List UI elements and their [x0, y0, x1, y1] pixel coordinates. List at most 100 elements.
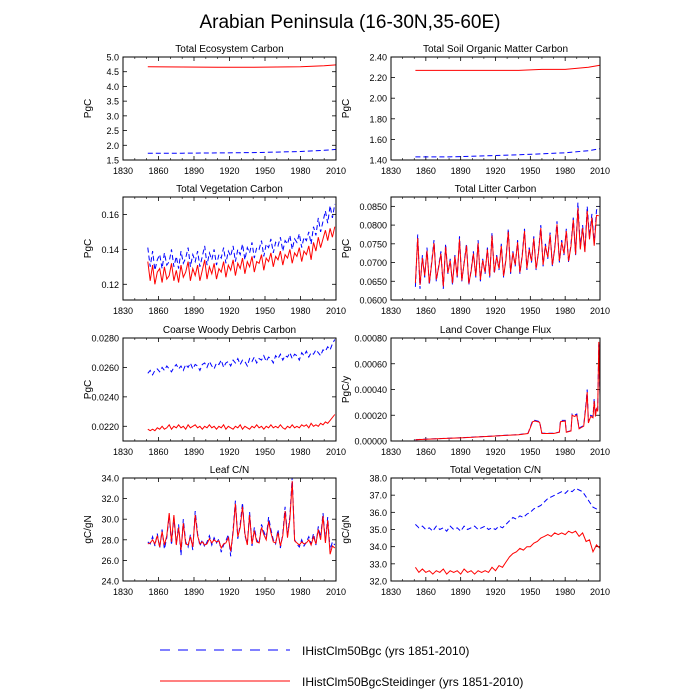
y-tick-label: 0.0220: [91, 422, 119, 432]
y-axis-label: PgC/y: [341, 376, 352, 403]
y-tick-label: 0.00000: [354, 437, 387, 447]
x-tick-label: 1920: [485, 306, 505, 316]
x-tick-label: 1950: [520, 166, 540, 176]
y-tick-label: 0.14: [101, 245, 119, 255]
plot-frame: [122, 56, 337, 161]
x-tick-label: 1920: [485, 166, 505, 176]
x-tick-label: 2010: [326, 587, 346, 597]
x-tick-label: 1890: [184, 447, 204, 457]
x-tick-label: 1980: [290, 447, 310, 457]
y-tick-label: 1.40: [369, 156, 387, 166]
y-tick-label: 2.20: [369, 73, 387, 83]
x-tick-label: 1980: [555, 587, 575, 597]
series-line-ihistclm50bgcsteidinger: [414, 208, 599, 287]
y-tick-label: 2.00: [369, 94, 387, 104]
x-tick-label: 1890: [451, 587, 471, 597]
y-tick-label: 0.0650: [359, 277, 387, 287]
series-line-ihistclm50bgc: [147, 148, 336, 154]
x-tick-label: 1890: [184, 587, 204, 597]
x-tick-label: 1830: [381, 166, 401, 176]
x-tick-label: 1980: [555, 447, 575, 457]
y-axis-label: PgC: [83, 380, 94, 399]
x-tick-label: 1860: [416, 166, 436, 176]
y-tick-label: 0.00020: [354, 411, 387, 421]
x-tick-label: 1920: [219, 306, 239, 316]
x-tick-label: 1830: [381, 447, 401, 457]
y-tick-label: 32.0: [101, 494, 119, 504]
panel-title: Land Cover Change Flux: [440, 325, 551, 336]
series-line-ihistclm50bgc: [147, 203, 336, 271]
y-tick-label: 3.0: [106, 111, 119, 121]
y-tick-label: 4.5: [106, 67, 119, 77]
x-tick-label: 1920: [485, 447, 505, 457]
x-tick-label: 1950: [520, 447, 540, 457]
series-line-ihistclm50bgcsteidinger: [147, 481, 336, 555]
y-tick-label: 0.12: [101, 280, 119, 290]
panel-title: Total Vegetation C/N: [450, 465, 541, 476]
legend-label-bgc: IHistClm50Bgc (yrs 1851-2010): [302, 644, 469, 658]
panels-grid: Total Ecosystem Carbon PgC 1830 1860 1890 192…: [83, 44, 610, 597]
y-tick-label: 0.0750: [359, 239, 387, 249]
x-tick-label: 1950: [255, 447, 275, 457]
y-axis-label: gC/gN: [341, 515, 352, 543]
series-line-ihistclm50bgcsteidinger: [415, 64, 600, 71]
y-tick-label: 38.0: [369, 474, 387, 484]
x-tick-label: 2010: [590, 587, 610, 597]
y-tick-label: 0.0850: [359, 202, 387, 212]
x-tick-label: 1830: [113, 447, 133, 457]
x-tick-label: 2010: [590, 306, 610, 316]
x-tick-label: 1890: [451, 306, 471, 316]
x-tick-label: 1950: [520, 587, 540, 597]
x-tick-label: 2010: [326, 447, 346, 457]
x-tick-label: 2010: [326, 306, 346, 316]
y-tick-label: 5.0: [106, 53, 119, 63]
y-tick-label: 37.0: [369, 491, 387, 501]
y-axis-label: PgC: [83, 99, 94, 118]
y-tick-label: 30.0: [101, 515, 119, 525]
y-tick-label: 2.5: [106, 126, 119, 136]
plot-frame: [122, 196, 337, 301]
x-tick-label: 1860: [148, 166, 168, 176]
panel-title: Total Ecosystem Carbon: [175, 44, 283, 55]
y-tick-label: 28.0: [101, 535, 119, 545]
y-tick-label: 0.0260: [91, 363, 119, 373]
y-tick-label: 2.40: [369, 53, 387, 63]
x-tick-label: 1860: [416, 587, 436, 597]
x-tick-label: 1950: [255, 166, 275, 176]
y-tick-label: 0.0240: [91, 392, 119, 402]
x-tick-label: 2010: [590, 447, 610, 457]
series-line-ihistclm50bgcsteidinger: [147, 226, 336, 285]
y-axis-label: PgC: [341, 99, 352, 118]
plot-frame: [390, 196, 601, 301]
y-tick-label: 34.0: [369, 542, 387, 552]
y-tick-label: 1.5: [106, 156, 119, 166]
y-tick-label: 35.0: [369, 525, 387, 535]
figure-title: Arabian Peninsula (16-30N,35-60E): [199, 12, 500, 33]
x-tick-label: 1860: [416, 447, 436, 457]
x-tick-label: 1890: [184, 166, 204, 176]
x-tick-label: 1980: [290, 166, 310, 176]
y-tick-label: 3.5: [106, 97, 119, 107]
y-tick-label: 34.0: [101, 474, 119, 484]
y-tick-label: 26.0: [101, 556, 119, 566]
plot-frame: [390, 337, 601, 442]
x-tick-label: 1860: [148, 306, 168, 316]
plot-frame: [390, 56, 601, 161]
panel-title: Total Vegetation Carbon: [176, 184, 283, 195]
x-tick-label: 1980: [290, 306, 310, 316]
x-tick-label: 1980: [555, 306, 575, 316]
y-tick-label: 2.0: [106, 141, 119, 151]
y-tick-label: 36.0: [369, 508, 387, 518]
x-tick-label: 1950: [255, 306, 275, 316]
x-tick-label: 1830: [113, 166, 133, 176]
panel-title: Total Soil Organic Matter Carbon: [423, 44, 568, 55]
x-tick-label: 1920: [219, 447, 239, 457]
x-tick-label: 2010: [326, 166, 346, 176]
panel-title: Coarse Woody Debris Carbon: [163, 325, 296, 336]
y-tick-label: 0.0280: [91, 334, 119, 344]
panel-total-ecosystem-carbon: Total Ecosystem Carbon PgC 1830 1860 1890 192…: [83, 44, 346, 176]
x-tick-label: 1890: [184, 306, 204, 316]
x-tick-label: 1830: [381, 306, 401, 316]
panel-land-cover-change-flux: Land Cover Change Flux PgC/y 1830 1860 1890 1…: [341, 325, 610, 457]
